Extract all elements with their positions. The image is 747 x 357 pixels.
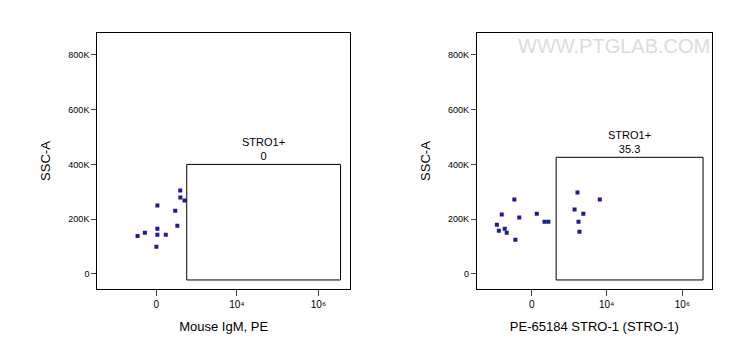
svg-text:WWW.PTGLAB.COM: WWW.PTGLAB.COM: [518, 35, 710, 57]
svg-text:10⁶: 10⁶: [675, 299, 690, 310]
svg-text:0: 0: [529, 299, 535, 310]
svg-text:400K: 400K: [448, 160, 469, 170]
svg-text:200K: 200K: [448, 214, 469, 224]
svg-text:SSC-A: SSC-A: [38, 141, 53, 181]
svg-text:400K: 400K: [68, 160, 89, 170]
svg-text:0: 0: [154, 299, 160, 310]
svg-text:600K: 600K: [448, 105, 469, 115]
svg-text:SSC-A: SSC-A: [418, 141, 433, 181]
svg-text:10⁶: 10⁶: [311, 299, 326, 310]
svg-text:PE-65184 STRO-1 (STRO-1): PE-65184 STRO-1 (STRO-1): [510, 319, 679, 334]
svg-text:800K: 800K: [68, 50, 89, 60]
svg-text:10⁴: 10⁴: [599, 299, 614, 310]
svg-text:800K: 800K: [448, 50, 469, 60]
svg-text:STRO1+0: STRO1+0: [242, 136, 285, 162]
svg-text:Mouse IgM, PE: Mouse IgM, PE: [179, 319, 268, 334]
svg-text:200K: 200K: [68, 214, 89, 224]
svg-text:0: 0: [464, 269, 469, 279]
svg-text:STRO1+35.3: STRO1+35.3: [608, 129, 651, 155]
svg-text:10⁴: 10⁴: [229, 299, 244, 310]
svg-text:600K: 600K: [68, 105, 89, 115]
svg-text:0: 0: [84, 269, 89, 279]
